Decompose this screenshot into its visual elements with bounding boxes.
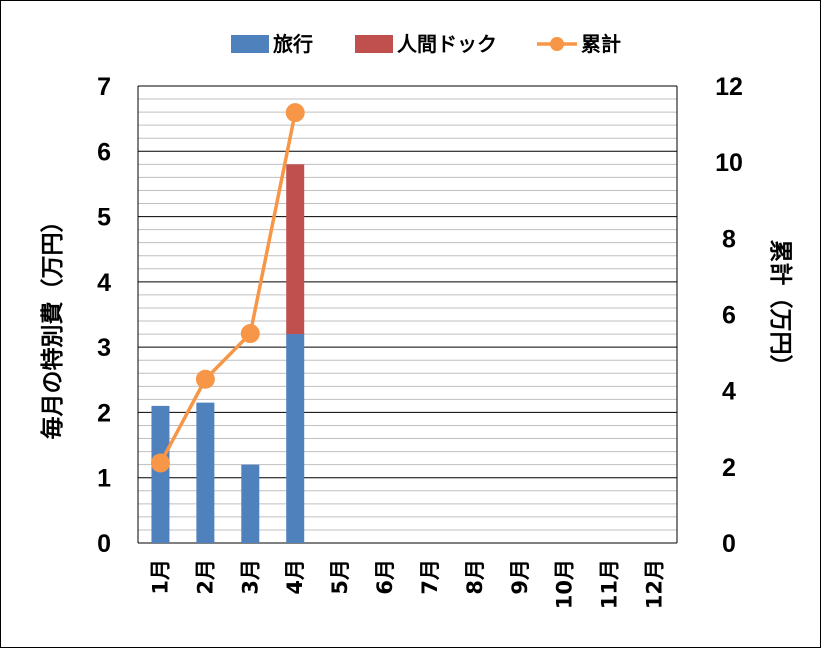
left-tick-label: 7 <box>97 73 111 101</box>
legend-marker <box>550 37 564 51</box>
point-累計-3 <box>240 324 260 344</box>
right-tick-label: 6 <box>722 302 736 330</box>
bar-旅行-4月 <box>286 334 305 543</box>
legend-item-旅行: 旅行 <box>231 32 313 56</box>
right-tick-label: 8 <box>722 225 736 253</box>
x-tick-label: 5月 <box>328 559 352 595</box>
x-tick-label: 1月 <box>148 559 172 595</box>
x-tick-label: 8月 <box>463 559 487 595</box>
point-累計-2 <box>195 369 215 389</box>
x-tick-label: 7月 <box>418 559 442 595</box>
right-tick-label: 10 <box>715 149 743 177</box>
legend-label: 旅行 <box>273 32 313 56</box>
bar-人間ドック-4月 <box>286 164 305 335</box>
point-累計-4 <box>285 103 305 123</box>
x-tick-label: 6月 <box>373 559 397 595</box>
legend-label: 累計 <box>581 32 621 56</box>
left-tick-label: 0 <box>97 530 111 558</box>
left-tick-label: 4 <box>97 269 111 297</box>
line-累計 <box>158 112 297 464</box>
x-tick-label: 12月 <box>643 559 667 609</box>
left-tick-label: 5 <box>97 204 111 232</box>
x-tick-label: 11月 <box>598 559 622 609</box>
bar-旅行-1月 <box>151 405 170 543</box>
legend-item-人間ドック: 人間ドック <box>355 32 497 56</box>
right-tick-label: 12 <box>715 73 743 101</box>
left-tick-label: 6 <box>97 138 111 166</box>
x-tick-label: 2月 <box>193 559 217 595</box>
legend-swatch <box>355 35 393 53</box>
x-tick-label: 3月 <box>238 559 262 595</box>
left-tick-label: 3 <box>97 334 111 362</box>
right-tick-label: 0 <box>722 530 736 558</box>
x-tick-label: 10月 <box>553 559 577 609</box>
y2-axis-title: 累計（万円） <box>767 240 794 378</box>
x-tick-label: 4月 <box>283 559 307 595</box>
legend-label: 人間ドック <box>397 32 497 56</box>
bar-旅行-3月 <box>241 464 260 543</box>
x-tick-label: 9月 <box>508 559 532 595</box>
right-tick-label: 4 <box>722 378 736 406</box>
right-tick-label: 2 <box>722 454 736 482</box>
legend-item-累計: 累計 <box>537 32 621 56</box>
point-累計-1 <box>150 453 170 473</box>
left-tick-label: 1 <box>97 465 111 493</box>
legend-swatch <box>231 35 269 53</box>
y-axis-title: 毎月の特別費（万円） <box>39 210 66 440</box>
left-tick-label: 2 <box>97 399 111 427</box>
bar-旅行-2月 <box>196 402 215 543</box>
